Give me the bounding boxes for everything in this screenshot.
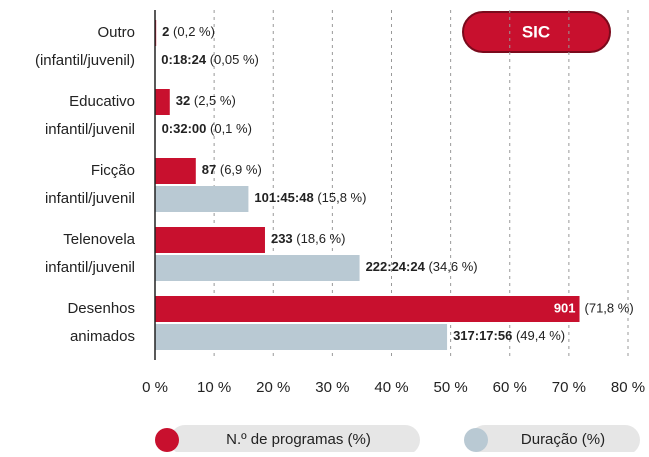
x-tick-label: 60 % xyxy=(493,379,527,396)
value-percent: (2,5 %) xyxy=(194,93,236,108)
category-label: (infantil/juvenil) xyxy=(35,52,135,69)
value-label: 233 (18,6 %) xyxy=(271,231,345,246)
x-tick-label: 50 % xyxy=(434,379,468,396)
value-percent: (49,4 %) xyxy=(516,328,565,343)
category-label: Desenhos xyxy=(67,300,135,317)
value-label: 87 (6,9 %) xyxy=(202,162,262,177)
value-percent: (0,05 %) xyxy=(210,52,259,67)
value-percent: (6,9 %) xyxy=(220,162,262,177)
legend-swatch xyxy=(464,428,488,452)
x-tick-label: 80 % xyxy=(611,379,645,396)
bar xyxy=(155,255,360,281)
x-tick-label: 0 % xyxy=(142,379,168,396)
value-label: 32 (2,5 %) xyxy=(176,93,236,108)
category-label: Outro xyxy=(97,24,135,41)
bar xyxy=(155,324,447,350)
value-label: 2 (0,2 %) xyxy=(162,24,215,39)
value-count: 222:24:24 xyxy=(366,259,426,274)
category-label: Telenovela xyxy=(63,231,135,248)
bar xyxy=(155,158,196,184)
x-tick-label: 40 % xyxy=(374,379,408,396)
category-label: Educativo xyxy=(69,93,135,110)
bar xyxy=(155,89,170,115)
value-label: 0:18:24 (0,05 %) xyxy=(161,52,259,67)
value-count: 32 xyxy=(176,93,190,108)
bar xyxy=(155,186,248,212)
category-label: animados xyxy=(70,328,135,345)
x-tick-label: 10 % xyxy=(197,379,231,396)
bar xyxy=(155,296,580,322)
bar xyxy=(155,227,265,253)
x-tick-label: 30 % xyxy=(315,379,349,396)
value-count: 0:32:00 xyxy=(162,121,207,136)
value-percent: (0,1 %) xyxy=(210,121,252,136)
value-label: 317:17:56 (49,4 %) xyxy=(453,328,565,343)
value-count: 233 xyxy=(271,231,293,246)
x-tick-label: 70 % xyxy=(552,379,586,396)
value-percent: (34,6 %) xyxy=(428,259,477,274)
category-label: Ficção xyxy=(91,162,135,179)
category-label: infantil/juvenil xyxy=(45,121,135,138)
value-count: 0:18:24 xyxy=(161,52,207,67)
value-percent: (18,6 %) xyxy=(296,231,345,246)
value-count: 87 xyxy=(202,162,216,177)
value-label: (71,8 %) xyxy=(585,300,634,315)
legend-label: N.º de programas (%) xyxy=(226,431,371,448)
value-label: 0:32:00 (0,1 %) xyxy=(162,121,252,136)
value-count: 2 xyxy=(162,24,169,39)
legend-swatch xyxy=(155,428,179,452)
category-label: infantil/juvenil xyxy=(45,190,135,207)
x-tick-label: 20 % xyxy=(256,379,290,396)
badge-text: SIC xyxy=(522,22,550,41)
value-label: 901 xyxy=(554,300,576,315)
legend-label: Duração (%) xyxy=(521,431,605,448)
value-percent: (0,2 %) xyxy=(173,24,215,39)
value-label: 222:24:24 (34,6 %) xyxy=(366,259,478,274)
value-label: 101:45:48 (15,8 %) xyxy=(254,190,366,205)
category-label: infantil/juvenil xyxy=(45,259,135,276)
value-count: 101:45:48 xyxy=(254,190,313,205)
value-count: 317:17:56 xyxy=(453,328,512,343)
value-percent: (15,8 %) xyxy=(317,190,366,205)
